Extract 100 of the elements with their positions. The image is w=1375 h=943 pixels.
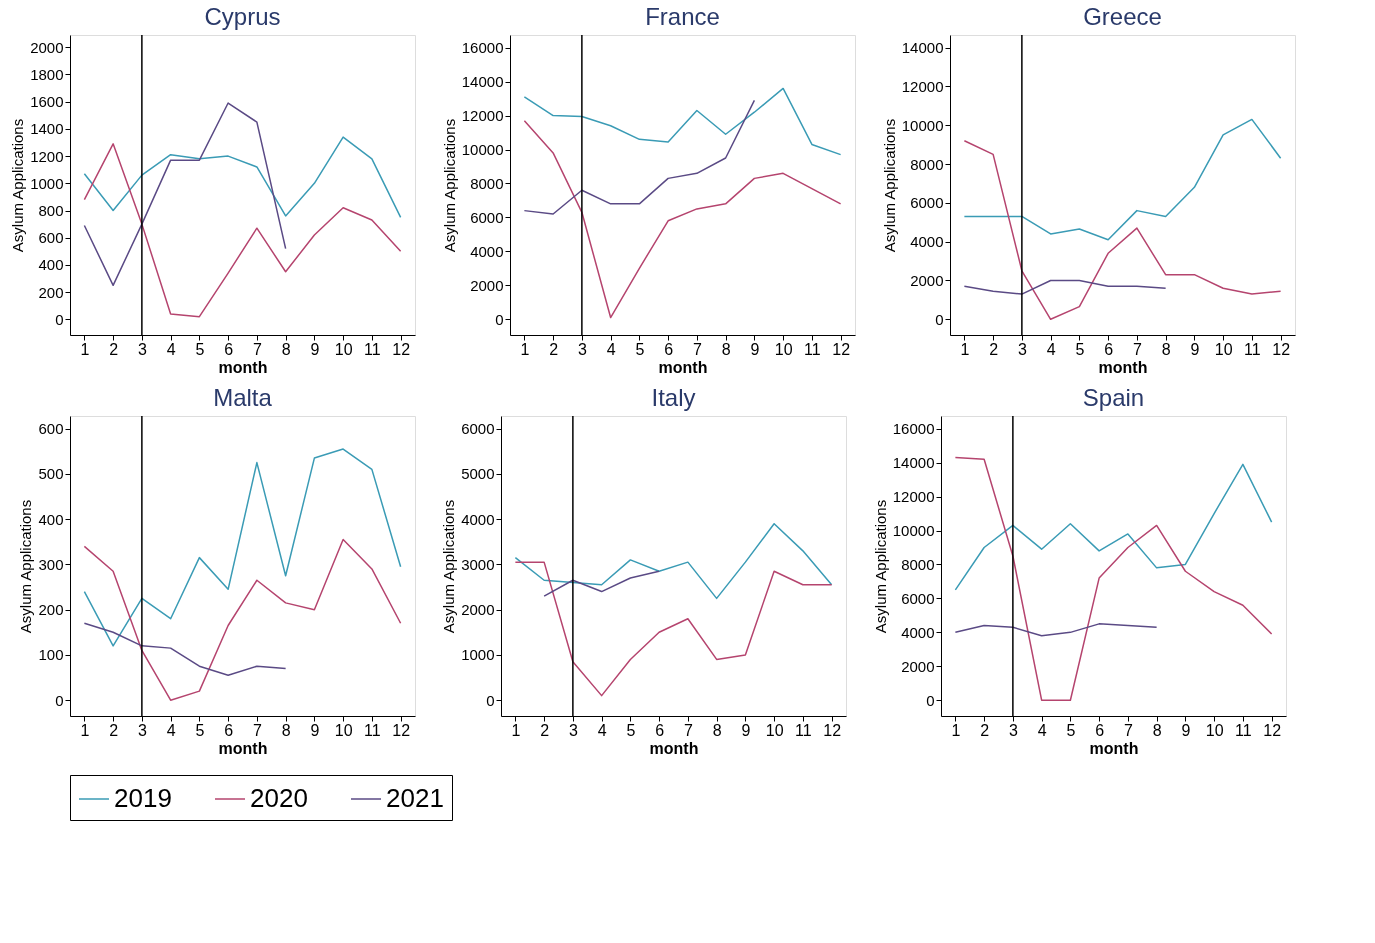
x-tick-label: 5: [1075, 340, 1085, 358]
chart-title: Cyprus: [204, 3, 281, 31]
x-tick-label: 5: [195, 340, 205, 358]
line-series: [83, 538, 402, 701]
x-tick-label: 12: [1272, 340, 1291, 358]
x-tick-label: 3: [577, 340, 587, 358]
x-tick-label: 11: [364, 340, 381, 358]
line-series: [83, 143, 402, 318]
y-axis-title: Asylum Applications: [440, 118, 458, 253]
legend-label: 2021: [386, 783, 444, 813]
y-axis-title: Asylum Applications: [9, 118, 27, 253]
y-tick-label: 600: [38, 420, 64, 438]
x-tick-label: 7: [252, 340, 262, 358]
x-tick-label: 4: [1037, 721, 1047, 739]
y-tick-label: 1800: [30, 65, 64, 83]
x-tick-label: 11: [1244, 340, 1261, 358]
line-series: [523, 119, 842, 319]
y-tick-label: 400: [38, 510, 64, 528]
x-tick-label: 3: [1017, 340, 1027, 358]
x-tick-label: 6: [664, 340, 674, 358]
line-series: [523, 87, 842, 156]
line-series: [543, 570, 660, 597]
y-tick-label: 8000: [470, 174, 504, 192]
line-series: [963, 140, 1282, 321]
x-tick-label: 3: [1008, 721, 1018, 739]
y-tick-label: 5000: [461, 465, 495, 483]
x-tick-label: 11: [804, 340, 821, 358]
x-axis-title: month: [218, 358, 268, 376]
x-tick-label: 1: [80, 721, 90, 739]
y-tick-label: 300: [38, 555, 64, 573]
y-tick-label: 100: [38, 646, 64, 664]
x-tick-label: 7: [252, 721, 262, 739]
x-tick-label: 4: [166, 340, 176, 358]
y-tick-label: 6000: [901, 589, 935, 607]
x-tick-label: 12: [823, 721, 842, 739]
x-tick-label: 2: [989, 340, 999, 358]
y-tick-label: 0: [926, 691, 935, 709]
x-tick-label: 1: [80, 340, 90, 358]
x-tick-label: 5: [626, 721, 636, 739]
x-tick-label: 1: [520, 340, 530, 358]
x-tick-label: 5: [195, 721, 205, 739]
y-tick-label: 14000: [892, 454, 935, 472]
x-tick-label: 12: [392, 340, 411, 358]
y-tick-label: 6000: [470, 208, 504, 226]
y-tick-label: 4000: [901, 623, 935, 641]
x-tick-label: 9: [1190, 340, 1200, 358]
y-tick-label: 4000: [910, 233, 944, 251]
x-tick-label: 12: [392, 721, 411, 739]
x-tick-label: 2: [549, 340, 559, 358]
x-tick-label: 8: [1161, 340, 1171, 358]
x-tick-label: 5: [1066, 721, 1076, 739]
x-tick-label: 6: [1095, 721, 1105, 739]
x-tick-label: 2: [980, 721, 990, 739]
x-tick-label: 5: [635, 340, 645, 358]
y-tick-label: 8000: [901, 555, 935, 573]
y-tick-label: 6000: [461, 420, 495, 438]
chart-title: France: [645, 3, 720, 31]
line-series: [523, 99, 756, 215]
x-tick-label: 7: [683, 721, 693, 739]
y-tick-label: 500: [38, 465, 64, 483]
x-tick-label: 6: [655, 721, 665, 739]
x-tick-label: 4: [597, 721, 607, 739]
y-tick-label: 16000: [461, 39, 504, 57]
x-tick-label: 2: [109, 721, 119, 739]
y-tick-label: 800: [38, 202, 64, 220]
y-axis-title: Asylum Applications: [440, 499, 458, 634]
y-tick-label: 12000: [892, 488, 935, 506]
y-tick-label: 2000: [910, 271, 944, 289]
x-axis-title: month: [218, 739, 268, 757]
x-tick-label: 4: [606, 340, 616, 358]
x-tick-label: 7: [1132, 340, 1142, 358]
x-tick-label: 2: [540, 721, 550, 739]
y-tick-label: 1000: [461, 646, 495, 664]
y-tick-label: 0: [55, 691, 64, 709]
x-tick-label: 10: [334, 340, 353, 358]
legend-label: 2020: [250, 783, 308, 813]
y-tick-label: 12000: [461, 107, 504, 125]
y-tick-label: 2000: [461, 601, 495, 619]
y-tick-label: 200: [38, 283, 64, 301]
chart-title: Greece: [1083, 3, 1162, 31]
x-tick-label: 3: [568, 721, 578, 739]
y-tick-label: 1200: [30, 147, 64, 165]
x-tick-label: 6: [1104, 340, 1114, 358]
y-tick-label: 10000: [892, 522, 935, 540]
x-tick-label: 3: [137, 721, 147, 739]
y-tick-label: 4000: [470, 242, 504, 260]
line-series: [963, 279, 1167, 295]
x-tick-label: 8: [281, 721, 291, 739]
x-tick-label: 9: [310, 340, 320, 358]
y-tick-label: 400: [38, 256, 64, 274]
x-tick-label: 9: [741, 721, 751, 739]
y-tick-label: 4000: [461, 510, 495, 528]
line-series: [954, 623, 1158, 637]
y-tick-label: 10000: [461, 141, 504, 159]
x-tick-label: 2: [109, 340, 119, 358]
x-tick-label: 1: [951, 721, 961, 739]
x-tick-label: 8: [721, 340, 731, 358]
x-tick-label: 10: [765, 721, 784, 739]
y-tick-label: 14000: [901, 39, 944, 57]
y-axis-title: Asylum Applications: [880, 118, 898, 253]
